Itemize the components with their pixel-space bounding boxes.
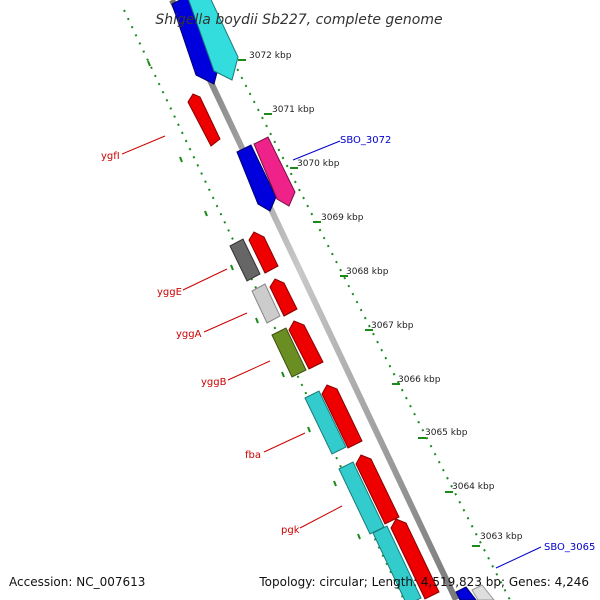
genome-backbone [169,0,459,600]
feature[interactable] [321,384,363,449]
genome-title: Shigella boydii Sb227, complete genome [155,12,442,28]
outer-track-ticks [238,59,480,547]
feature[interactable] [248,231,279,274]
scale-label: 3070 kbp [297,159,340,169]
scale-label: 3071 kbp [272,105,315,115]
scale-label: 3063 kbp [480,532,523,542]
feature[interactable] [251,283,281,324]
feature[interactable] [253,136,296,207]
gene-label[interactable]: yggE [157,287,182,298]
leader-lines-loci [292,140,542,569]
feature[interactable] [269,278,298,317]
scale-label: 3069 kbp [321,213,364,223]
scale-label: 3066 kbp [398,375,441,385]
feature[interactable] [455,586,477,600]
scale-label: 3072 kbp [249,51,292,61]
feature[interactable] [372,525,422,600]
feature[interactable] [236,144,277,212]
gene-label[interactable]: pgk [281,525,300,536]
gene-labels: ygfI yggE yggA yggB fba pgk [101,151,300,536]
gene-label[interactable]: ygfI [101,151,120,162]
scale-label: 3068 kbp [346,267,389,277]
gene-label[interactable]: yggB [201,377,227,388]
feature[interactable] [271,327,307,378]
accession-text: Accession: NC_007613 [9,575,145,589]
gene-label[interactable]: yggA [176,329,202,340]
scale-label: 3065 kbp [425,428,468,438]
feature[interactable] [229,238,261,282]
feature[interactable] [355,454,400,525]
gene-label[interactable]: fba [245,450,261,461]
locus-label[interactable]: SBO_3072 [340,135,391,146]
feature[interactable] [288,320,324,370]
scale-label: 3064 kbp [452,482,495,492]
feature[interactable] [187,93,221,147]
genome-summary-text: Topology: circular; Length: 4,519,823 bp… [258,575,589,589]
feature[interactable] [390,518,440,600]
feature[interactable] [471,584,495,600]
feature[interactable] [304,390,347,455]
gene-features [171,0,495,600]
locus-labels: SBO_3072 SBO_3065 [340,135,595,553]
locus-label[interactable]: SBO_3065 [544,542,595,553]
inner-dotted-track [123,9,405,600]
inner-track-ticks [147,60,361,540]
scale-label: 3067 kbp [371,321,414,331]
leader-lines-genes [121,135,343,529]
scale-labels: 3072 kbp 3071 kbp 3070 kbp 3069 kbp 3068… [249,51,523,542]
feature[interactable] [188,0,239,81]
